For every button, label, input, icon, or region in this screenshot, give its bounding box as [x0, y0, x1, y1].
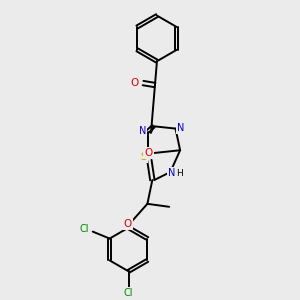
Text: N: N	[139, 125, 146, 136]
Text: N: N	[177, 123, 184, 133]
Text: H: H	[176, 169, 182, 178]
Text: Cl: Cl	[79, 224, 88, 234]
Text: O: O	[130, 78, 138, 88]
Text: O: O	[144, 148, 152, 158]
Text: S: S	[140, 152, 147, 162]
Text: N: N	[167, 168, 175, 178]
Text: O: O	[123, 219, 132, 229]
Text: Cl: Cl	[124, 288, 133, 298]
